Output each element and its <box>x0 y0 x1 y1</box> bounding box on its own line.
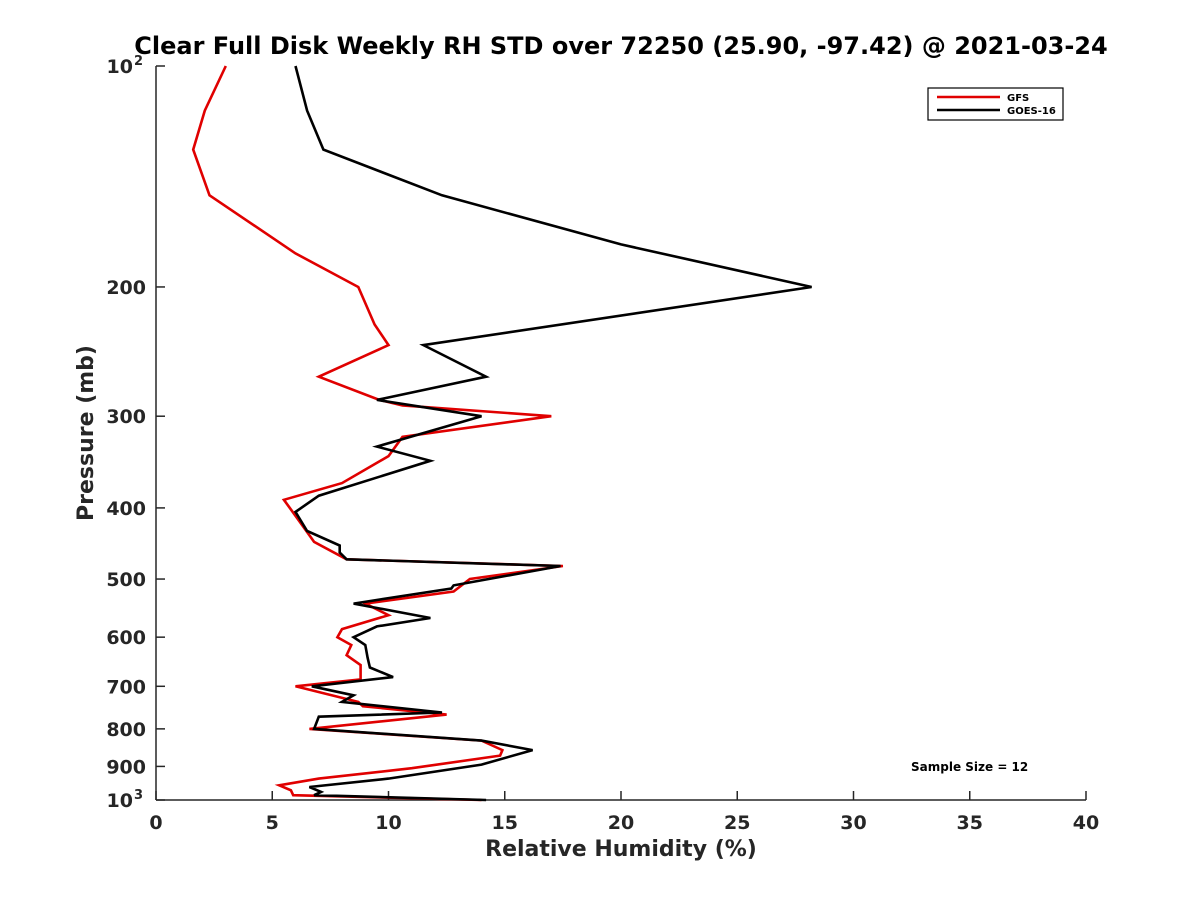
series-layer <box>191 65 812 802</box>
y-tick-label: 900 <box>106 756 146 778</box>
y-tick-label: 500 <box>106 569 146 591</box>
y-tick-exponent: 2 <box>134 54 143 69</box>
y-tick-label: 400 <box>106 498 146 520</box>
x-tick-label: 5 <box>266 812 279 834</box>
x-tick-label: 40 <box>1073 812 1099 834</box>
y-tick-exponent: 3 <box>134 788 143 803</box>
legend-label-goes16: GOES-16 <box>1007 106 1056 117</box>
x-tick-label: 15 <box>492 812 518 834</box>
legend-label-gfs: GFS <box>1007 93 1029 104</box>
plot-area <box>155 66 1086 801</box>
y-tick-label: 10 <box>107 790 133 812</box>
sample-size-annotation: Sample Size = 12 <box>911 760 1028 774</box>
y-tick-label: 800 <box>106 719 146 741</box>
x-axis-ticks: 0 5 10 15 20 25 30 35 40 <box>149 791 1099 834</box>
y-tick-label: 700 <box>106 676 146 698</box>
y-axis-label: Pressure (mb) <box>74 345 99 521</box>
legend-box <box>927 87 1064 121</box>
series-line-goes16 <box>293 65 812 802</box>
x-tick-label: 35 <box>957 812 983 834</box>
x-tick-label: 0 <box>149 812 162 834</box>
x-tick-label: 30 <box>840 812 866 834</box>
y-tick-label: 600 <box>106 627 146 649</box>
y-tick-label: 10 <box>107 56 133 78</box>
y-tick-label: 200 <box>106 277 146 299</box>
x-tick-label: 25 <box>724 812 750 834</box>
y-tick-label: 300 <box>106 406 146 428</box>
x-tick-label: 20 <box>608 812 634 834</box>
legend: GFS GOES-16 <box>927 87 1064 121</box>
chart-title: Clear Full Disk Weekly RH STD over 72250… <box>134 32 1107 60</box>
series-line-gfs <box>191 65 564 802</box>
x-axis-label: Relative Humidity (%) <box>485 837 757 862</box>
x-tick-label: 10 <box>375 812 401 834</box>
